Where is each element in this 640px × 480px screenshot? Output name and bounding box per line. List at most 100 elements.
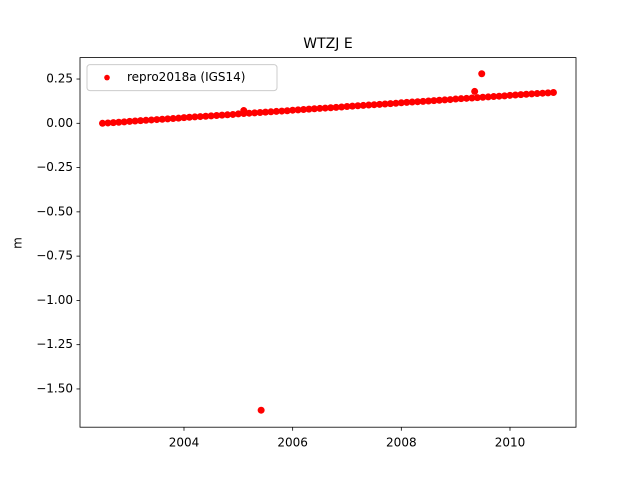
x-tick-label: 2008 [386, 436, 417, 450]
data-point [300, 105, 308, 113]
data-point [376, 100, 384, 108]
legend-marker [104, 74, 110, 81]
data-point [446, 96, 454, 104]
data-point [511, 91, 519, 99]
data-point [109, 119, 117, 127]
data-point [539, 89, 547, 97]
data-point [240, 107, 248, 115]
data-point [471, 87, 479, 95]
data-point [468, 94, 476, 102]
data-point [321, 104, 329, 112]
data-point [517, 91, 525, 99]
data-point [354, 102, 362, 110]
data-point [365, 101, 373, 109]
y-tick-label: 0.25 [46, 72, 73, 86]
data-point [414, 98, 422, 106]
data-point [261, 108, 269, 116]
data-point [305, 105, 313, 113]
data-point [327, 104, 335, 112]
data-point [147, 116, 155, 124]
data-point [316, 104, 324, 112]
legend-label: repro2018a (IGS14) [127, 70, 245, 84]
data-point [479, 93, 487, 101]
data-point [544, 89, 552, 97]
data-point [278, 107, 286, 115]
data-point [408, 98, 416, 106]
data-point [506, 91, 514, 99]
data-point [348, 102, 356, 110]
data-point [370, 101, 378, 109]
data-point [397, 99, 405, 107]
data-point [158, 115, 166, 123]
data-point [229, 110, 237, 118]
data-point [424, 97, 432, 105]
data-point [104, 119, 112, 127]
legend-box [86, 64, 278, 92]
data-point [403, 98, 411, 106]
data-point [191, 113, 199, 121]
data-point [202, 112, 210, 120]
data-point [115, 118, 123, 126]
x-tick-label: 2010 [495, 436, 526, 450]
y-axis-label: m [11, 237, 25, 249]
data-point [441, 96, 449, 104]
data-point [430, 97, 438, 105]
data-point [142, 116, 150, 124]
data-point [435, 96, 443, 104]
y-tick-label: 0.00 [46, 116, 73, 130]
data-point [310, 105, 318, 113]
x-tick-label: 2006 [277, 436, 308, 450]
data-point [196, 113, 204, 121]
data-point [478, 70, 486, 78]
data-point [528, 90, 536, 98]
y-tick-label: −0.50 [36, 204, 73, 218]
data-point [175, 114, 183, 122]
data-point [343, 102, 351, 110]
data-point [419, 97, 427, 105]
data-point [251, 109, 259, 117]
data-point [245, 109, 253, 117]
data-point [359, 101, 367, 109]
data-point [257, 406, 265, 414]
y-tick-label: −1.25 [36, 337, 73, 351]
data-point [452, 95, 460, 103]
data-point [213, 112, 221, 120]
data-point [169, 115, 177, 123]
data-point [501, 92, 509, 100]
plot-frame [79, 57, 577, 428]
data-point [272, 107, 280, 115]
data-point [522, 90, 530, 98]
data-point [120, 118, 128, 126]
chart-title: WTZJ E [303, 36, 352, 52]
data-point [185, 113, 193, 121]
data-point [131, 117, 139, 125]
data-point [457, 95, 465, 103]
data-point [267, 108, 275, 116]
data-point [463, 94, 471, 102]
data-point [223, 111, 231, 119]
data-point [137, 117, 145, 125]
data-point [473, 94, 481, 102]
data-point [180, 114, 188, 122]
y-tick-label: −0.25 [36, 160, 73, 174]
data-point [495, 92, 503, 100]
x-tick-label: 2004 [169, 436, 200, 450]
data-point [549, 88, 557, 96]
data-point [386, 100, 394, 108]
data-point [234, 110, 242, 118]
data-point [332, 103, 340, 111]
data-point [256, 108, 264, 116]
data-point [164, 115, 172, 123]
data-point [126, 117, 134, 125]
data-point [490, 93, 498, 101]
y-tick-label: −1.00 [36, 293, 73, 307]
data-point [98, 119, 106, 127]
data-point [392, 99, 400, 107]
data-point [153, 116, 161, 124]
data-point [294, 106, 302, 114]
data-point [381, 100, 389, 108]
data-point [218, 111, 226, 119]
y-tick-label: −1.50 [36, 381, 73, 395]
